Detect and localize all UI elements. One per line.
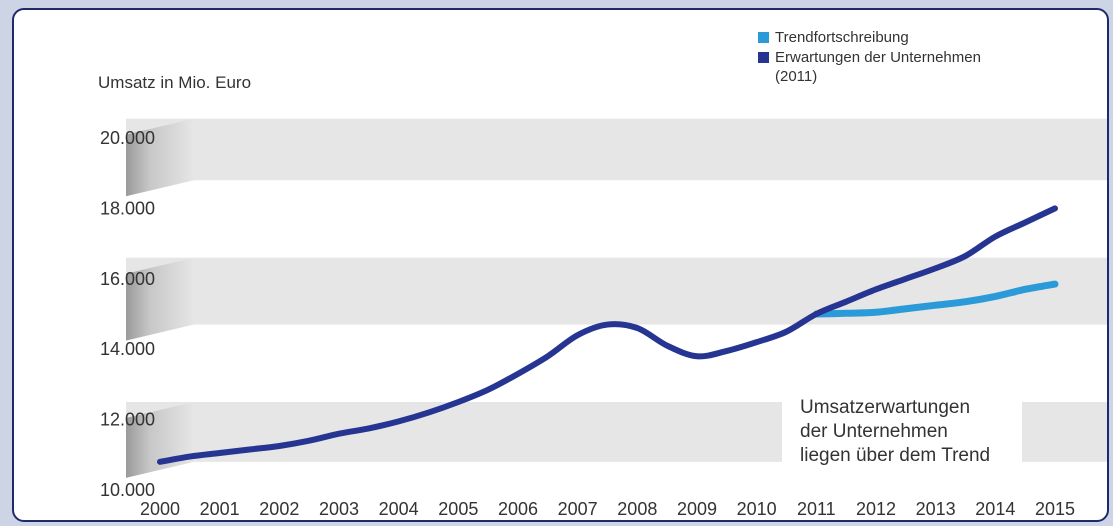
y-tick-label: 14.000 [100,339,155,359]
annotation-box [782,390,1022,472]
annotation: Umsatzerwartungen der Unternehmen liegen… [782,390,1022,472]
legend-swatch-trend [758,32,769,43]
annotation-line-3: liegen über dem Trend [800,445,990,466]
x-tick-label: 2011 [797,499,836,519]
grid-band [126,257,1107,325]
x-tick-label: 2015 [1035,499,1075,519]
legend-swatch-expectations [758,52,769,63]
y-tick-label: 18.000 [100,198,155,218]
grid-band-shade [126,257,194,341]
x-tick-label: 2013 [916,499,956,519]
grid-band [126,118,1107,181]
x-tick-label: 2003 [319,499,359,519]
x-tick-label: 2008 [617,499,657,519]
trend-series-line [812,280,1059,318]
legend-label-trend: Trendfortschreibung [775,29,909,46]
legend-label-expectations: Erwartungen der Unternehmen [775,49,981,66]
x-tick-label: 2006 [498,499,538,519]
x-tick-label: 2005 [438,499,478,519]
x-tick-label: 2010 [737,499,777,519]
y-axis-label: Umsatz in Mio. Euro [98,73,251,92]
x-tick-label: 2004 [379,499,419,519]
annotation-line-2: der Unternehmen [800,421,948,442]
x-tick-label: 2009 [677,499,717,519]
chart-card: Umsatz in Mio. Euro 10.000 12.000 14.000 16… [12,8,1109,522]
legend: Trendfortschreibung Erwartungen der Unte… [758,29,981,85]
y-tick-label: 20.000 [100,128,155,148]
y-tick-label: 12.000 [100,410,155,430]
x-tick-label: 2014 [975,499,1015,519]
line-chart: Umsatz in Mio. Euro 10.000 12.000 14.000 16… [98,29,1107,519]
x-tick-label: 2012 [856,499,896,519]
x-tick-label: 2007 [558,499,598,519]
x-tick-label: 2002 [259,499,299,519]
legend-label-expectations-year: (2011) [775,68,817,85]
annotation-line-1: Umsatzerwartungen [800,397,970,418]
x-tick-label: 2001 [200,499,240,519]
y-tick-label: 10.000 [100,480,155,500]
grid-band-shade [126,118,194,197]
x-tick-label: 2000 [140,499,180,519]
expectations-series-line [157,205,1058,465]
y-tick-label: 16.000 [100,269,155,289]
